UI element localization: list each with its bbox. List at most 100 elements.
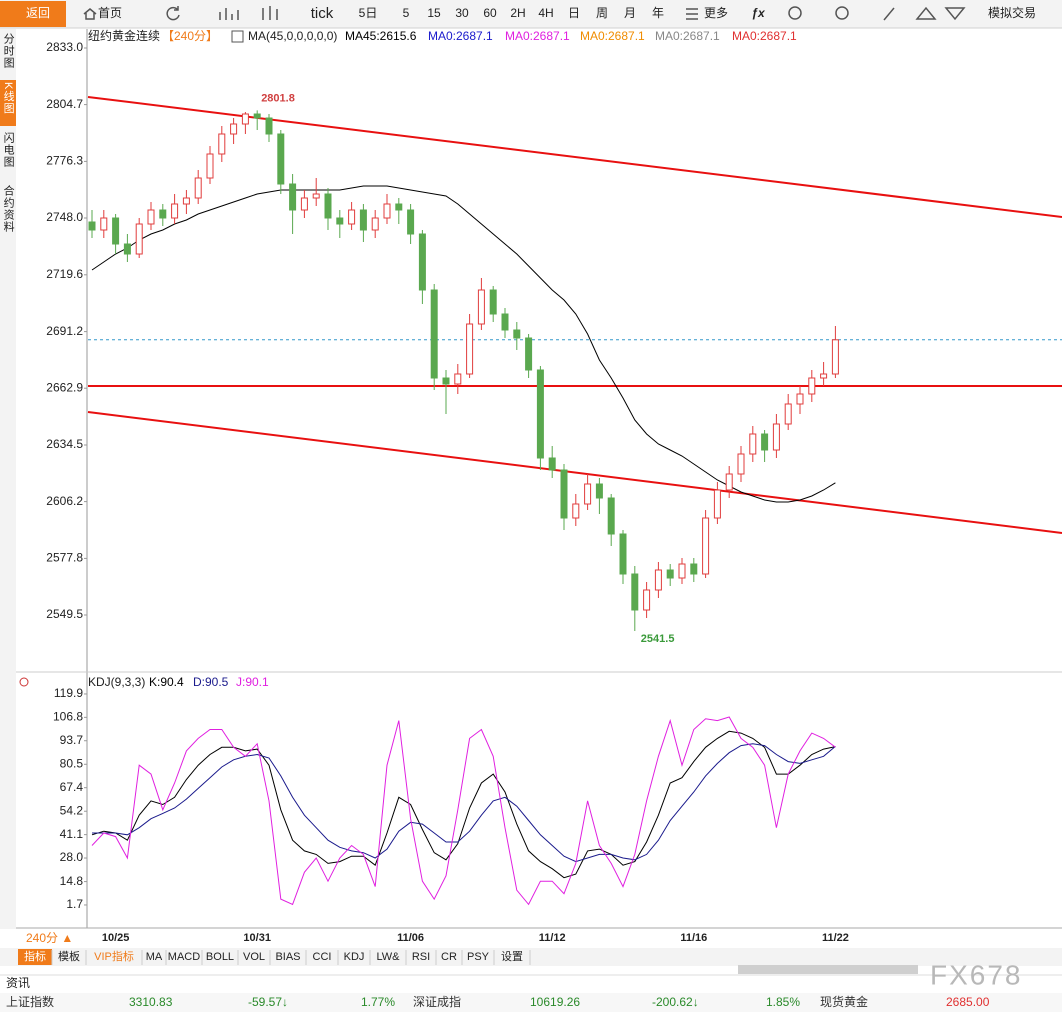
ticker-item: 深证成指 [413, 994, 461, 1009]
indicator-tab[interactable]: VOL [243, 951, 265, 963]
pen-icon [883, 7, 895, 21]
toolbar-button[interactable]: 月 [624, 6, 636, 20]
period-label: 【240分】 [162, 29, 218, 43]
ticker-item: -200.62↓ [652, 995, 699, 1009]
indicator-tab[interactable]: CCI [313, 951, 332, 963]
y-tick-label: 41.1 [60, 827, 84, 841]
indicator-tab[interactable]: MA [146, 951, 163, 963]
indicator-tab[interactable]: BIAS [275, 951, 300, 963]
scrollbar[interactable] [738, 965, 918, 974]
candle-body [666, 569, 674, 579]
tab-bar [0, 948, 1062, 966]
toolbar-button[interactable]: 5 [403, 6, 410, 20]
y-tick-label: 14.8 [60, 874, 84, 888]
toolbar-button[interactable]: 更多 [704, 6, 728, 20]
toolbar-button[interactable]: 30 [455, 6, 469, 20]
tab-active [18, 949, 52, 965]
side-tab[interactable]: 闪电图 [2, 131, 15, 168]
ticker-item: 10619.26 [530, 995, 580, 1009]
candle-body [123, 243, 131, 255]
panel-icon[interactable] [19, 677, 29, 687]
x-tick-label: 10/25 [102, 932, 130, 944]
indicator-tab[interactable]: 设置 [501, 950, 523, 963]
y-tick-label: 67.4 [60, 780, 84, 794]
candle-body [560, 469, 568, 519]
candle-body [477, 289, 485, 325]
x-tick-label: 11/12 [539, 932, 566, 944]
indicator-tab[interactable]: KDJ [344, 951, 365, 963]
y-tick-label: 2549.5 [46, 607, 83, 621]
toolbar-button[interactable]: tick [311, 5, 334, 22]
indicator-tab[interactable]: MACD [168, 951, 200, 963]
candle-body [761, 433, 769, 451]
candle-body [395, 203, 403, 211]
toolbar-button[interactable]: 返回 [26, 6, 50, 20]
indicator-tab[interactable]: LW& [376, 951, 400, 963]
candle-body [454, 373, 462, 385]
y-tick-label: 80.5 [60, 756, 84, 770]
side-tab[interactable]: 合约资料 [2, 184, 15, 233]
y-tick-label: 2833.0 [46, 40, 83, 54]
candle-body [418, 233, 426, 291]
candle-body [725, 473, 733, 491]
indicator-tab[interactable]: VIP指标 [94, 949, 134, 963]
toolbar-icons [83, 6, 966, 21]
toolbar-button[interactable]: 首页 [98, 6, 122, 20]
y-tick-label: 54.2 [60, 803, 84, 817]
kdj-line [92, 743, 836, 863]
toolbar-button[interactable]: 模拟交易 [988, 5, 1036, 20]
high-label: 2801.8 [261, 92, 295, 104]
period-select[interactable]: 240分 ▲ [26, 931, 73, 945]
y-tick-label: 106.8 [53, 710, 83, 724]
trend-line [87, 96, 1062, 218]
indicator-tab[interactable]: PSY [467, 951, 490, 963]
y-tick-label: 1.7 [66, 897, 83, 911]
toolbar-button[interactable]: 日 [568, 6, 580, 20]
candle-body [159, 209, 167, 219]
toolbar-button[interactable]: 15 [427, 6, 441, 20]
kdj-title: KDJ(9,3,3) [88, 675, 145, 689]
chart-title: 纽约黄金连续 [88, 28, 160, 43]
watermark: FX678 [930, 959, 1023, 990]
ma-line [91, 185, 836, 503]
candle-body [312, 193, 320, 199]
candle-body [336, 217, 344, 225]
candle-body [277, 133, 285, 185]
triangle-icon [915, 6, 937, 20]
ma-legend: MA0:2687.1 [505, 29, 570, 43]
toolbar-button[interactable]: 60 [483, 6, 497, 20]
indicator-tab[interactable]: 模板 [58, 949, 80, 963]
candle-body [690, 563, 698, 575]
fx-icon[interactable]: ƒx [751, 6, 766, 20]
back-button[interactable] [0, 1, 66, 27]
candle-body [230, 123, 238, 135]
toolbar-button[interactable]: 周 [596, 6, 608, 20]
settings-icon[interactable] [231, 30, 244, 43]
toolbar-button[interactable]: 年 [652, 6, 664, 20]
kdj-legend: D:90.5 [193, 675, 229, 689]
toolbar-button[interactable]: 4H [538, 6, 553, 20]
candle-body [595, 483, 603, 499]
indicator-tab[interactable]: 指标 [24, 949, 46, 963]
toolbar-button[interactable]: 2H [510, 6, 525, 20]
side-tab[interactable]: K线图 [2, 82, 15, 114]
candle-body [607, 497, 615, 535]
refresh-icon [166, 6, 180, 21]
candle-body [513, 329, 521, 339]
indicator-tab[interactable]: BOLL [206, 951, 234, 963]
indicator-tab[interactable]: RSI [412, 951, 430, 963]
ticker-bar [0, 993, 1062, 1012]
toolbar-button[interactable]: 5日 [359, 6, 378, 20]
side-tab[interactable]: 分时图 [2, 33, 15, 69]
indicator-tab[interactable]: CR [441, 951, 457, 963]
candle-body [548, 457, 556, 471]
x-tick-label: 11/16 [680, 932, 707, 944]
candle-body [348, 209, 356, 225]
y-tick-label: 2776.3 [46, 154, 83, 168]
news-label[interactable]: 资讯 [6, 976, 30, 990]
candle-body [702, 517, 710, 575]
zoom-in-icon [835, 6, 849, 20]
ma-legend: MA0:2687.1 [580, 29, 645, 43]
candle-body [241, 113, 249, 125]
side-bar [0, 29, 16, 929]
